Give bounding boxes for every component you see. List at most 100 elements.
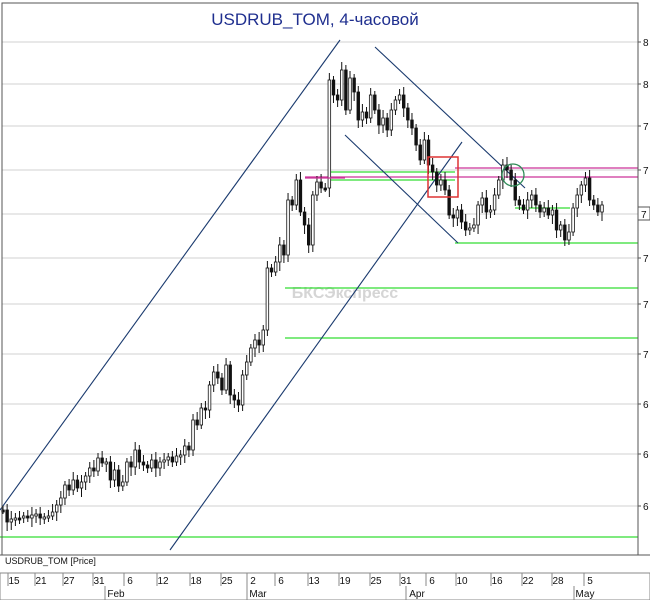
candle-body xyxy=(410,119,414,129)
y-tick-label: 6 xyxy=(643,400,649,411)
candle-body xyxy=(348,77,352,111)
chart-title: USDRUB_TOM, 4-часовой xyxy=(211,10,419,29)
candle-body xyxy=(286,199,290,256)
candle-body xyxy=(393,99,398,111)
candle-body xyxy=(319,181,323,189)
candle-body xyxy=(302,211,307,226)
candle-body xyxy=(273,261,278,273)
candle-body xyxy=(220,377,224,391)
x-tick-label: 21 xyxy=(35,576,47,587)
x-tick-label: 25 xyxy=(370,576,382,587)
candle-body xyxy=(170,456,175,463)
candle-body xyxy=(575,194,579,209)
candle-body xyxy=(579,184,584,196)
month-label: Apr xyxy=(409,589,425,600)
y-tick-label: 7 xyxy=(643,300,649,311)
candle-body xyxy=(245,361,249,376)
candle-body xyxy=(534,194,538,206)
candle-body xyxy=(422,139,427,161)
candle-body xyxy=(385,117,389,131)
annotations xyxy=(305,156,525,198)
candle-body xyxy=(364,111,369,119)
x-tick-label: 27 xyxy=(63,576,75,587)
candle-body xyxy=(340,69,344,101)
candle-body xyxy=(521,204,526,211)
candle-body xyxy=(389,109,394,131)
candle-body xyxy=(137,449,142,463)
candle-body xyxy=(459,209,464,223)
candle-body xyxy=(600,204,604,213)
candle-body xyxy=(571,207,575,233)
candle-body xyxy=(538,204,542,213)
candle-body xyxy=(100,457,104,464)
y-tick-label: 6 xyxy=(643,450,649,461)
x-tick-label: 31 xyxy=(93,576,105,587)
candle-body xyxy=(509,169,513,181)
x-tick-label: 16 xyxy=(491,576,503,587)
candle-body xyxy=(492,194,497,211)
x-tick-label: 18 xyxy=(190,576,202,587)
candle-body xyxy=(207,384,212,411)
candle-body xyxy=(406,107,410,121)
candle-body xyxy=(30,514,34,519)
candle-body xyxy=(211,371,216,386)
candle-body xyxy=(558,224,563,231)
candle-body xyxy=(183,445,187,456)
candle-body xyxy=(315,181,319,196)
x-tick-label: 15 xyxy=(8,576,20,587)
candle-body xyxy=(356,91,360,121)
candle-body xyxy=(530,194,534,201)
candle-body xyxy=(228,364,232,396)
candle-body xyxy=(447,189,451,216)
month-label: Feb xyxy=(107,589,125,600)
candle-body xyxy=(311,194,315,246)
channel-line xyxy=(169,141,463,551)
y-tick-label: 7 xyxy=(643,122,649,133)
candle-body xyxy=(129,461,133,468)
candle-body xyxy=(583,177,588,186)
candle-body xyxy=(187,445,191,451)
candle-body xyxy=(360,111,365,121)
candle-body xyxy=(116,469,121,487)
candle-body xyxy=(451,214,455,219)
candle-body xyxy=(199,407,203,426)
candle-body xyxy=(55,504,59,513)
candles xyxy=(1,62,604,531)
candle-body xyxy=(397,94,402,101)
candle-body xyxy=(298,179,303,213)
candle-body xyxy=(368,94,373,119)
x-tick-label: 6 xyxy=(127,576,133,587)
last-price-box xyxy=(637,206,650,221)
highlight-box xyxy=(427,156,459,198)
candle-body xyxy=(50,511,55,517)
x-tick-label: 2 xyxy=(250,576,256,587)
candle-body xyxy=(525,199,530,211)
y-tick-label: 7 xyxy=(643,350,649,361)
month-label: May xyxy=(576,589,595,600)
candle-body xyxy=(125,461,129,483)
candle-body xyxy=(563,224,567,241)
candle-body xyxy=(112,469,117,481)
candle-body xyxy=(216,371,220,379)
x-tick-label: 5 xyxy=(587,576,593,587)
candle-body xyxy=(480,197,484,206)
candle-body xyxy=(257,339,261,346)
candle-body xyxy=(402,94,406,109)
y-tick-label: 8 xyxy=(643,38,649,49)
watermark: БКСЭкспресс xyxy=(292,285,399,302)
channel-line xyxy=(344,134,459,244)
candle-body xyxy=(38,513,42,519)
y-tick-label: 8 xyxy=(643,80,649,91)
candle-body xyxy=(195,419,199,426)
candle-body xyxy=(240,374,245,406)
candle-body xyxy=(83,475,88,483)
candle-body xyxy=(75,479,80,489)
candle-body xyxy=(9,518,13,523)
candle-body xyxy=(174,455,179,463)
trend-channels xyxy=(0,39,526,551)
candle-body xyxy=(488,209,493,213)
candle-body xyxy=(26,515,30,519)
series-label: USDRUB_TOM [Price] xyxy=(5,556,96,566)
candle-body xyxy=(327,79,332,189)
